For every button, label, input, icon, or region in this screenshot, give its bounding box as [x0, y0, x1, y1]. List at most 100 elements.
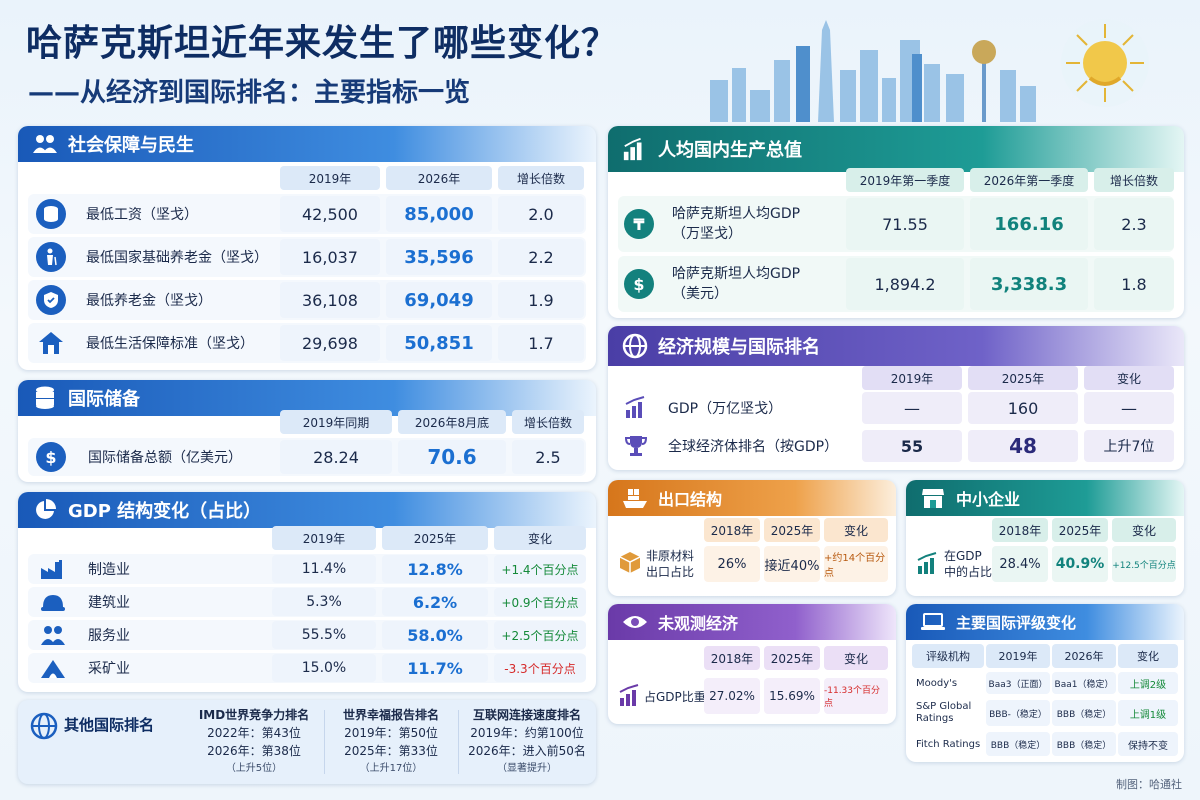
social-row-label: 最低工资（坚戈）	[86, 207, 198, 223]
globe-icon	[622, 333, 648, 359]
social-growth-value: 2.2	[498, 239, 584, 275]
elderly-icon	[36, 242, 66, 272]
page-subtitle: ——从经济到国际排名：主要指标一览	[28, 78, 471, 108]
col-growth: 增长倍数	[512, 410, 584, 434]
house-icon	[36, 328, 66, 358]
col-2025: 2025年	[764, 646, 820, 670]
social-2019-value: 42,500	[280, 196, 380, 232]
shield-icon	[36, 285, 66, 315]
shadow-2025-value: 15.69%	[764, 678, 820, 714]
ranking-note: （上升5位）	[225, 763, 283, 774]
laptop-icon	[920, 609, 946, 635]
gdp-per-capita-label: 哈萨克斯坦人均GDP （万坚戈）	[672, 206, 801, 242]
shop-icon	[920, 485, 946, 511]
ranking-name: 世界幸福报告排名	[342, 708, 439, 722]
rating-2019: BBB（稳定）	[986, 732, 1050, 756]
mine-icon	[40, 657, 66, 683]
social-2026-value: 85,000	[386, 196, 492, 232]
sme-change-value: +12.5个百分点	[1112, 546, 1176, 582]
ranking-line: 2026年：第38位	[207, 744, 301, 758]
shadow-economy-card: 未观测经济 2018年 2025年 变化 占GDP比重 27.02% 15.69…	[608, 604, 896, 724]
pie-chart-icon	[32, 497, 58, 523]
economy-2019-value: 55	[862, 430, 962, 462]
col-2026: 2026年	[386, 166, 492, 190]
exports-label: 非原材料 出口占比	[646, 549, 695, 579]
footer-credit: 制图：哈通社	[1116, 778, 1182, 791]
ranking-line: 2019年：第50位	[344, 726, 438, 740]
gdp-row-label: 制造业	[88, 562, 130, 578]
social-card-title: 社会保障与民生	[68, 135, 194, 156]
col-change: 变化	[824, 646, 888, 670]
exports-2018-value: 26%	[704, 546, 760, 582]
gdp-row-label: 建筑业	[88, 595, 130, 611]
ranking-line: 2022年：第43位	[207, 726, 301, 740]
col-2019: 2019年第一季度	[846, 168, 964, 192]
col-change: 变化	[494, 526, 586, 550]
reserves-card-title: 国际储备	[68, 389, 140, 410]
gdp-per-capita-2019-value: 1,894.2	[846, 258, 964, 310]
ranking-note: （显著提升）	[497, 763, 557, 774]
col-2019: 2019年	[862, 366, 962, 390]
col-2026: 2026年第一季度	[970, 168, 1088, 192]
col-change: 变化	[1112, 518, 1176, 542]
rating-change: 上调1级	[1118, 700, 1178, 726]
sme-title: 中小企业	[956, 490, 1021, 509]
gdp-change-value: +2.5个百分点	[494, 621, 586, 649]
col-2019: 2019年同期	[280, 410, 392, 434]
eye-icon	[622, 609, 648, 635]
gdp-2025-value: 12.8%	[382, 555, 488, 583]
rating-2026: Baa1（稳定）	[1052, 672, 1116, 694]
sme-2025-value: 40.9%	[1052, 546, 1108, 582]
social-row-label: 最低养老金（坚戈）	[86, 293, 212, 309]
gdp-2025-value: 11.7%	[382, 654, 488, 682]
kazakhstan-emblem-icon	[1061, 19, 1149, 107]
gdp-2019-value: 5.3%	[272, 588, 376, 616]
exports-card: 出口结构 2018年 2025年 变化 非原材料 出口占比 26% 接近40% …	[608, 480, 896, 596]
gdp-per-capita-2026-value: 3,338.3	[970, 258, 1088, 310]
social-growth-value: 1.7	[498, 325, 584, 361]
gdp-2019-value: 11.4%	[272, 555, 376, 583]
shadow-title: 未观测经济	[658, 614, 739, 633]
ranking-item: IMD世界竞争力排名 2022年：第43位 2026年：第38位 （上升5位）	[188, 706, 320, 778]
social-row-label: 最低国家基础养老金（坚戈）	[86, 250, 268, 266]
social-2026-value: 35,596	[386, 239, 492, 275]
reserves-2019-value: 28.24	[280, 440, 392, 474]
col-2018: 2018年	[704, 646, 760, 670]
gdp-per-capita-growth-value: 1.8	[1094, 258, 1174, 310]
gdp-per-capita-title: 人均国内生产总值	[658, 140, 802, 161]
chart-coins-icon	[622, 136, 648, 162]
social-2026-value: 50,851	[386, 325, 492, 361]
box-icon	[618, 550, 642, 578]
economy-2025-value: 160	[968, 392, 1078, 424]
sme-card: 中小企业 2018年 2025年 变化 在GDP 中的占比 28.4% 40.9…	[906, 480, 1184, 596]
economy-ranking-card: 经济规模与国际排名 2019年 2025年 变化 GDP（万亿坚戈） — 160…	[608, 326, 1184, 470]
social-2019-value: 29,698	[280, 325, 380, 361]
reserves-growth-value: 2.5	[512, 440, 584, 474]
money-bag-icon: $	[36, 442, 66, 472]
reserves-2026-value: 70.6	[398, 440, 506, 474]
col-change: 变化	[1084, 366, 1174, 390]
col-2025: 2025年	[764, 518, 820, 542]
gdp-change-value: +0.9个百分点	[494, 588, 586, 616]
ranking-name: IMD世界竞争力排名	[198, 708, 310, 722]
col-change: 变化	[1118, 644, 1178, 668]
factory-icon	[40, 558, 66, 584]
other-rankings-title: 其他国际排名	[64, 716, 155, 734]
bar-chart-icon	[618, 684, 642, 710]
gdp-change-value: -3.3个百分点	[494, 654, 586, 682]
bar-chart-icon	[624, 396, 648, 422]
shadow-label: 占GDP比重	[644, 689, 706, 704]
col-agency: 评级机构	[912, 644, 984, 668]
col-2025: 2025年	[1052, 518, 1108, 542]
dollar-icon: $	[624, 269, 654, 299]
ranking-line: 2025年：第33位	[344, 744, 438, 758]
gdp-structure-title: GDP 结构变化（占比）	[68, 501, 262, 522]
social-2019-value: 36,108	[280, 282, 380, 318]
gdp-per-capita-label: 哈萨克斯坦人均GDP （美元）	[672, 266, 801, 302]
ranking-name: 互联网连接速度排名	[472, 708, 581, 722]
economy-row-label: 全球经济体排名（按GDP）	[668, 439, 839, 455]
city-skyline-illustration	[710, 20, 1036, 122]
globe-icon	[30, 712, 58, 744]
social-2019-value: 16,037	[280, 239, 380, 275]
social-growth-value: 2.0	[498, 196, 584, 232]
